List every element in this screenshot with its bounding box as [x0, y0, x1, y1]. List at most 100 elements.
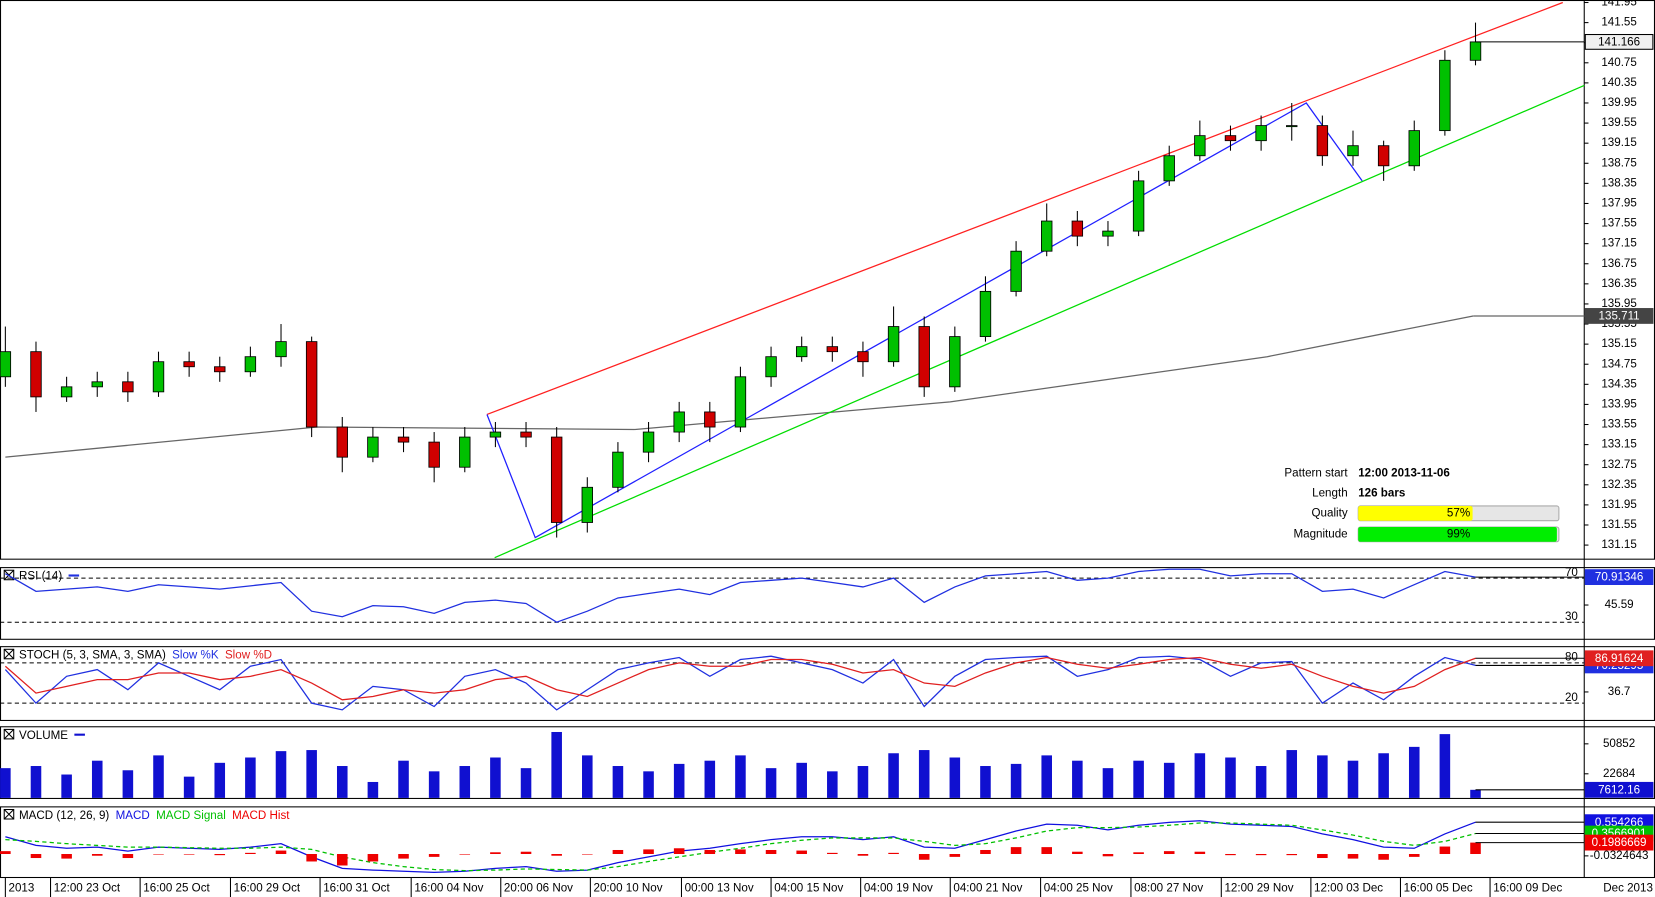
bar — [949, 757, 961, 798]
candle-body — [152, 361, 165, 393]
bar — [1255, 854, 1267, 856]
x-tick-label: 04:00 15 Nov — [774, 882, 843, 895]
candle-body — [1102, 230, 1114, 237]
bar — [459, 854, 471, 855]
level-label: 80 — [1565, 651, 1578, 664]
indicator-line — [5, 568, 1476, 623]
value-box-label: 86.91624 — [1595, 652, 1644, 665]
y-tick-label: 139.55 — [1601, 116, 1637, 129]
y-tick-label: 36.7 — [1608, 685, 1631, 698]
candle-body — [826, 346, 839, 353]
value-box-label: 141.166 — [1598, 35, 1640, 48]
candle-body — [0, 351, 12, 378]
y-tick-label: 132.35 — [1601, 478, 1637, 491]
pattern-value: 126 bars — [1358, 486, 1405, 499]
bar — [122, 854, 134, 859]
bar — [1470, 789, 1481, 798]
x-tick-label: 12:00 23 Oct — [54, 882, 121, 895]
bar — [827, 771, 838, 798]
bar — [214, 854, 226, 856]
pattern-bar-label: 57% — [1447, 506, 1470, 519]
x-tick-label: 08:00 27 Nov — [1134, 882, 1203, 895]
y-tick-label: 135.15 — [1601, 337, 1637, 350]
bar — [1163, 851, 1175, 855]
bar — [857, 854, 869, 856]
y-tick-label: 140.75 — [1601, 56, 1637, 69]
level-label: 30 — [1565, 610, 1578, 623]
candle-body — [887, 326, 900, 363]
bar — [490, 757, 501, 798]
candle-body — [1286, 125, 1298, 128]
bar — [735, 755, 746, 798]
y-tick-label: 136.75 — [1601, 257, 1637, 270]
candle-body — [1071, 220, 1084, 237]
candle-body — [214, 366, 226, 373]
value-box-label: 135.711 — [1599, 310, 1640, 323]
bar — [704, 849, 716, 855]
bar — [1072, 760, 1083, 798]
bar — [122, 770, 134, 798]
bar — [1378, 753, 1389, 798]
bar — [888, 753, 899, 798]
y-tick-label: 140.35 — [1601, 76, 1637, 89]
y-tick-label: 137.95 — [1601, 197, 1637, 210]
candle-body — [1163, 155, 1175, 182]
bar — [245, 757, 256, 798]
bar — [1470, 842, 1481, 855]
bar — [520, 851, 532, 855]
candle-body — [704, 411, 716, 428]
candle-body — [397, 436, 410, 443]
bar — [214, 762, 226, 798]
moving-average — [5, 315, 1474, 458]
bar — [1010, 847, 1022, 855]
y-tick-label: 141.55 — [1601, 16, 1637, 29]
bar — [367, 854, 379, 862]
value-box — [1584, 781, 1654, 798]
bar — [980, 849, 991, 855]
candle-body — [520, 431, 532, 438]
bar — [643, 771, 654, 798]
bar — [153, 854, 164, 855]
candle-body — [979, 290, 992, 338]
value-box — [1584, 308, 1654, 324]
bar — [827, 852, 838, 855]
indicator-line — [4, 655, 1476, 711]
bar — [949, 854, 961, 857]
bar — [275, 850, 287, 855]
bar — [1041, 755, 1052, 798]
bar — [91, 760, 103, 798]
y-tick-label: 22684 — [1603, 767, 1636, 780]
bar — [1347, 854, 1359, 859]
bar — [1041, 847, 1052, 855]
bar — [1225, 854, 1236, 856]
candle-body — [336, 426, 348, 458]
panel-title: MACD (12, 26, 9) — [19, 809, 109, 822]
candle-body — [1041, 220, 1053, 252]
y-tick-label: 135.95 — [1601, 297, 1637, 310]
y-tick-label: 131.15 — [1601, 538, 1637, 551]
candle-body — [1347, 145, 1359, 157]
candle-body — [642, 431, 655, 453]
x-tick-label: 04:00 19 Nov — [864, 882, 933, 895]
bar — [551, 731, 562, 798]
bar — [673, 763, 685, 798]
pattern-label: Pattern start — [1284, 466, 1348, 479]
indicator-line — [4, 656, 1476, 701]
level-label: 20 — [1565, 691, 1578, 704]
x-tick-label: 04:00 21 Nov — [953, 882, 1022, 895]
panel-title: RSI (14) — [19, 570, 62, 583]
y-tick-label: 141.95 — [1601, 0, 1637, 9]
candle-body — [1255, 125, 1267, 142]
x-tick-label: 2013 — [9, 882, 35, 895]
value-box-label: 0.1986669 — [1592, 836, 1647, 849]
bar — [306, 854, 317, 862]
y-tick-label: 45.59 — [1605, 598, 1634, 611]
bar — [612, 766, 624, 798]
bar — [1408, 746, 1420, 798]
candle-body — [1132, 180, 1145, 232]
candle-body — [459, 436, 471, 468]
bar — [1408, 854, 1420, 857]
y-tick-label: 138.35 — [1601, 176, 1637, 189]
